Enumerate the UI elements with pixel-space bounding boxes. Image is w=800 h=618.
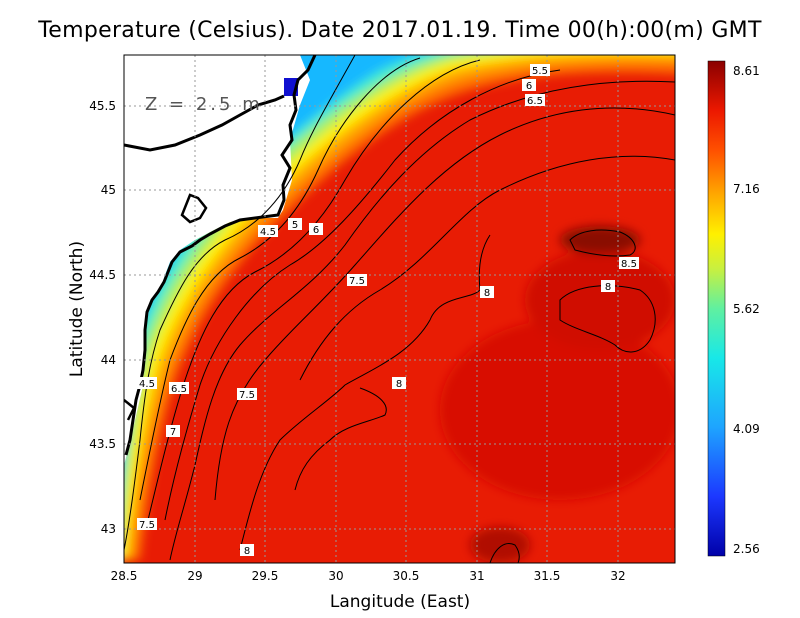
contour-labels: 5.5 6 6.5 4.5 5 6 7.5 8 8.5 8 4.5 6.5 7.…: [137, 64, 639, 557]
contour-label: 7.5: [347, 274, 367, 287]
colorbar-labels: 8.61 7.16 5.62 4.09 2.56: [733, 64, 760, 556]
y-tick-label: 43: [101, 522, 116, 536]
svg-text:6: 6: [313, 225, 319, 236]
temperature-field: [124, 55, 675, 563]
x-axis-title: Langitude (East): [330, 592, 470, 612]
contour-label: 6: [309, 223, 323, 236]
y-tick-label: 44: [101, 353, 116, 367]
x-tick-label: 29: [187, 569, 202, 583]
colorbar-label: 2.56: [733, 542, 760, 556]
lagoon-coast: [124, 94, 285, 152]
svg-text:5.5: 5.5: [532, 66, 548, 77]
x-tick-label: 28.5: [111, 569, 138, 583]
x-tick-label: 31.5: [534, 569, 561, 583]
x-tick-label: 32: [610, 569, 625, 583]
svg-text:6: 6: [526, 81, 532, 92]
svg-text:6.5: 6.5: [171, 384, 187, 395]
contour-label: 7.5: [237, 388, 257, 401]
x-tick-label: 31: [469, 569, 484, 583]
svg-text:8: 8: [244, 546, 250, 557]
svg-text:6.5: 6.5: [527, 96, 543, 107]
svg-text:5: 5: [292, 220, 298, 231]
colorbar-label: 5.62: [733, 302, 760, 316]
land-area: [124, 55, 310, 465]
colorbar-label: 8.61: [733, 64, 760, 78]
gridlines: [124, 55, 675, 563]
y-axis-title: Latitude (North): [67, 241, 87, 377]
svg-text:8: 8: [396, 379, 402, 390]
svg-text:8.5: 8.5: [621, 259, 637, 270]
contour-label: 7: [166, 425, 180, 438]
contour-label: 6: [522, 79, 536, 92]
y-tick-label: 45.5: [89, 99, 116, 113]
svg-text:7: 7: [170, 427, 176, 438]
svg-text:4.5: 4.5: [139, 379, 155, 390]
y-tick-label: 45: [101, 183, 116, 197]
contour-label: 8: [601, 280, 615, 293]
svg-text:7.5: 7.5: [239, 390, 255, 401]
colorbar-label: 7.16: [733, 182, 760, 196]
contour-label: 7.5: [137, 518, 157, 531]
contour-label: 8: [480, 286, 494, 299]
y-tick-label: 43.5: [89, 437, 116, 451]
x-tick-label: 30: [328, 569, 343, 583]
x-tick-labels: 28.5 29 29.5 30 30.5 31 31.5 32: [111, 569, 626, 583]
svg-text:7.5: 7.5: [139, 520, 155, 531]
contour-label: 4.5: [137, 377, 157, 390]
svg-text:8: 8: [484, 288, 490, 299]
map-title: Temperature (Celsius). Date 2017.01.19. …: [38, 18, 762, 43]
plot-frame: [123, 54, 676, 564]
contour-label: 8: [240, 544, 254, 557]
contour-label: 4.5: [258, 225, 278, 238]
contour-lines: [124, 55, 675, 563]
coastline: [124, 55, 317, 456]
contour-label: 8: [392, 377, 406, 390]
depth-label: Z = 2.5 m: [145, 94, 263, 115]
colorbar: [707, 60, 726, 557]
y-tick-label: 44.5: [89, 268, 116, 282]
svg-text:4.5: 4.5: [260, 227, 276, 238]
contour-label: 6.5: [525, 94, 545, 107]
x-tick-label: 29.5: [252, 569, 279, 583]
contour-label: 8.5: [619, 257, 639, 270]
x-tick-label: 30.5: [393, 569, 420, 583]
colorbar-label: 4.09: [733, 422, 760, 436]
contour-label: 6.5: [169, 382, 189, 395]
y-tick-labels: 43 43.5 44 44.5 45 45.5: [89, 99, 116, 536]
contour-label: 5: [288, 218, 302, 231]
contour-label: 5.5: [530, 64, 550, 77]
svg-text:7.5: 7.5: [349, 276, 365, 287]
svg-text:8: 8: [605, 282, 611, 293]
